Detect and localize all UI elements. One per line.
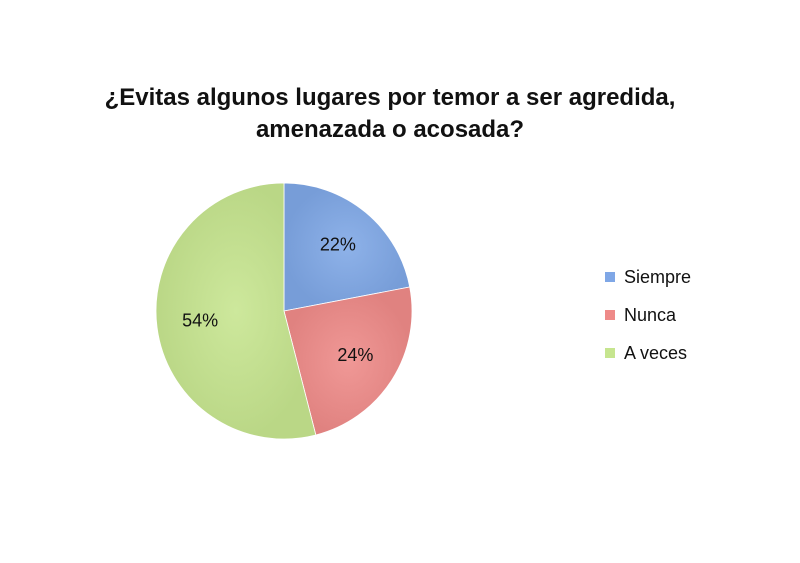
chart-title: ¿Evitas algunos lugares por temor a ser … — [40, 82, 740, 146]
pie-slice-a-veces — [155, 182, 317, 440]
pie-slice-siempre — [283, 182, 411, 312]
legend-item-nunca: Nunca — [605, 296, 691, 334]
pie-slice-nunca — [283, 286, 413, 436]
pie-data-labels: 22% 24% 54% — [182, 235, 373, 365]
legend-label: Siempre — [624, 266, 692, 287]
data-label-siempre: 22% — [320, 235, 356, 255]
legend-swatch — [605, 348, 615, 358]
pie-slices — [155, 182, 413, 440]
legend-label: Nunca — [624, 304, 677, 325]
legend-swatch — [605, 310, 615, 320]
data-label-a-veces: 54% — [182, 310, 218, 330]
chart-title-line-1: ¿Evitas algunos lugares por temor a ser … — [104, 84, 676, 111]
chart-title-line-2: amenazada o acosada? — [255, 116, 525, 143]
legend-label: A veces — [624, 342, 688, 363]
legend-item-siempre: Siempre — [605, 258, 691, 296]
data-label-nunca: 24% — [337, 345, 373, 365]
legend-swatch — [605, 272, 615, 282]
legend-item-a-veces: A veces — [605, 334, 691, 372]
legend: Siempre Nunca A veces — [605, 258, 691, 372]
